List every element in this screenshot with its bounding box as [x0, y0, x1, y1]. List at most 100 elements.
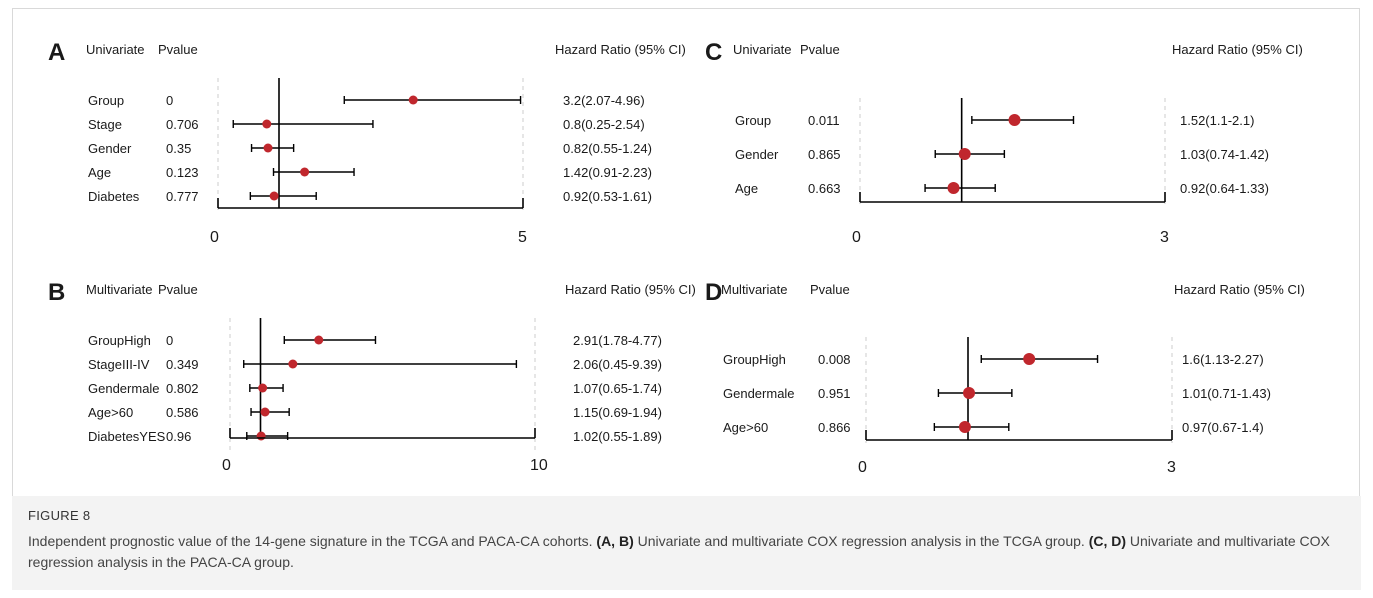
row-label-d: GroupHigh [723, 352, 786, 367]
row-pvalue-b: 0.586 [166, 405, 199, 420]
hr-point-c [958, 148, 971, 160]
row-pvalue-b: 0.802 [166, 381, 199, 396]
row-pvalue-c: 0.663 [808, 181, 841, 196]
x-tick-label-min-c: 0 [852, 229, 861, 246]
x-tick-label-max-d: 3 [1167, 459, 1176, 476]
header-model-d: Multivariate [721, 282, 787, 297]
hr-point-b [256, 431, 266, 441]
x-tick-label-min-a: 0 [210, 229, 219, 246]
row-label-a: Gender [88, 141, 132, 156]
header-hazard-ratio-d: Hazard Ratio (95% CI) [1174, 282, 1305, 297]
row-pvalue-b: 0.349 [166, 357, 199, 372]
header-hazard-ratio-b: Hazard Ratio (95% CI) [565, 282, 696, 297]
header-hazard-ratio-a: Hazard Ratio (95% CI) [555, 42, 686, 57]
row-label-b: Age>60 [88, 405, 133, 420]
row-hr-text-a: 0.92(0.53-1.61) [563, 189, 652, 204]
row-hr-text-a: 0.8(0.25-2.54) [563, 117, 645, 132]
row-hr-text-c: 0.92(0.64-1.33) [1180, 181, 1269, 196]
row-pvalue-a: 0.123 [166, 165, 199, 180]
header-hazard-ratio-c: Hazard Ratio (95% CI) [1172, 42, 1303, 57]
forest-plot-b: B Multivariate Pvalue Hazard Ratio (95% CI)… [48, 279, 696, 474]
panel-letter-a: A [48, 39, 65, 66]
row-pvalue-b: 0.96 [166, 429, 191, 444]
header-model-a: Univariate [86, 42, 145, 57]
header-model-b: Multivariate [86, 282, 152, 297]
hr-point-d [963, 387, 976, 399]
forest-plot-a: A Univariate Pvalue Hazard Ratio (95% CI) Gr… [48, 39, 686, 246]
row-pvalue-d: 0.008 [818, 352, 851, 367]
header-pvalue-d: Pvalue [810, 282, 850, 297]
row-label-a: Stage [88, 117, 122, 132]
hr-point-a [263, 143, 273, 153]
hr-point-a [269, 191, 279, 201]
row-pvalue-d: 0.866 [818, 420, 851, 435]
row-label-a: Group [88, 93, 124, 108]
figure-label: FIGURE 8 [28, 508, 91, 523]
hr-point-a [262, 119, 272, 129]
caption-ref-cd: (C, D) [1088, 533, 1127, 549]
caption-text: Independent prognostic value of the 14-g… [28, 531, 1345, 573]
x-tick-label-min-d: 0 [858, 459, 867, 476]
row-hr-text-d: 1.01(0.71-1.43) [1182, 386, 1271, 401]
row-hr-text-b: 1.15(0.69-1.94) [573, 405, 662, 420]
row-label-b: DiabetesYES [88, 429, 166, 444]
row-label-c: Gender [735, 147, 779, 162]
row-label-a: Diabetes [88, 189, 140, 204]
row-label-b: GroupHigh [88, 333, 151, 348]
forest-panel-a: A Univariate Pvalue Hazard Ratio (95% CI) Gr… [48, 30, 698, 250]
x-tick-label-max-b: 10 [530, 457, 548, 474]
row-hr-text-d: 0.97(0.67-1.4) [1182, 420, 1264, 435]
hr-point-c [1008, 114, 1021, 126]
row-pvalue-c: 0.865 [808, 147, 841, 162]
hr-point-a [408, 95, 418, 105]
row-pvalue-a: 0.35 [166, 141, 191, 156]
row-hr-text-b: 1.07(0.65-1.74) [573, 381, 662, 396]
row-label-c: Group [735, 113, 771, 128]
panel-letter-c: C [705, 39, 722, 66]
row-hr-text-a: 1.42(0.91-2.23) [563, 165, 652, 180]
row-label-d: Gendermale [723, 386, 795, 401]
row-label-b: Gendermale [88, 381, 160, 396]
hr-point-b [260, 407, 270, 417]
panel-letter-d: D [705, 279, 722, 306]
forest-plot-c: C Univariate Pvalue Hazard Ratio (95% CI) Gr… [705, 39, 1303, 246]
x-tick-label-min-b: 0 [222, 457, 231, 474]
hr-point-d [958, 421, 971, 433]
row-label-a: Age [88, 165, 111, 180]
row-label-c: Age [735, 181, 758, 196]
forest-panel-d: D Multivariate Pvalue Hazard Ratio (95% CI)… [705, 270, 1345, 480]
row-hr-text-c: 1.52(1.1-2.1) [1180, 113, 1254, 128]
row-hr-text-a: 3.2(2.07-4.96) [563, 93, 645, 108]
row-hr-text-b: 2.91(1.78-4.77) [573, 333, 662, 348]
hr-point-c [947, 182, 960, 194]
row-hr-text-c: 1.03(0.74-1.42) [1180, 147, 1269, 162]
row-pvalue-b: 0 [166, 333, 173, 348]
header-pvalue-c: Pvalue [800, 42, 840, 57]
caption-mid: Univariate and multivariate COX regressi… [633, 533, 1089, 549]
hr-point-d [1023, 353, 1036, 365]
header-pvalue-a: Pvalue [158, 42, 198, 57]
hr-point-b [314, 335, 324, 345]
x-tick-label-max-c: 3 [1160, 229, 1169, 246]
x-tick-label-max-a: 5 [518, 229, 527, 246]
row-pvalue-d: 0.951 [818, 386, 851, 401]
figure-caption: FIGURE 8 Independent prognostic value of… [12, 496, 1361, 590]
panel-letter-b: B [48, 279, 65, 306]
caption-lead: Independent prognostic value of the 14-g… [28, 533, 597, 549]
row-hr-text-d: 1.6(1.13-2.27) [1182, 352, 1264, 367]
row-pvalue-c: 0.011 [808, 113, 840, 128]
row-hr-text-b: 2.06(0.45-9.39) [573, 357, 662, 372]
hr-point-b [258, 383, 268, 393]
forest-panel-b: B Multivariate Pvalue Hazard Ratio (95% CI)… [48, 270, 698, 480]
caption-ref-ab: (A, B) [596, 533, 634, 549]
row-pvalue-a: 0.777 [166, 189, 199, 204]
header-model-c: Univariate [733, 42, 792, 57]
row-hr-text-b: 1.02(0.55-1.89) [573, 429, 662, 444]
forest-panel-c: C Univariate Pvalue Hazard Ratio (95% CI) Gr… [705, 30, 1345, 250]
row-hr-text-a: 0.82(0.55-1.24) [563, 141, 652, 156]
header-pvalue-b: Pvalue [158, 282, 198, 297]
caption-end: Univariate and multivariate COX regressi… [28, 533, 1330, 570]
row-pvalue-a: 0.706 [166, 117, 199, 132]
hr-point-b [288, 359, 298, 369]
